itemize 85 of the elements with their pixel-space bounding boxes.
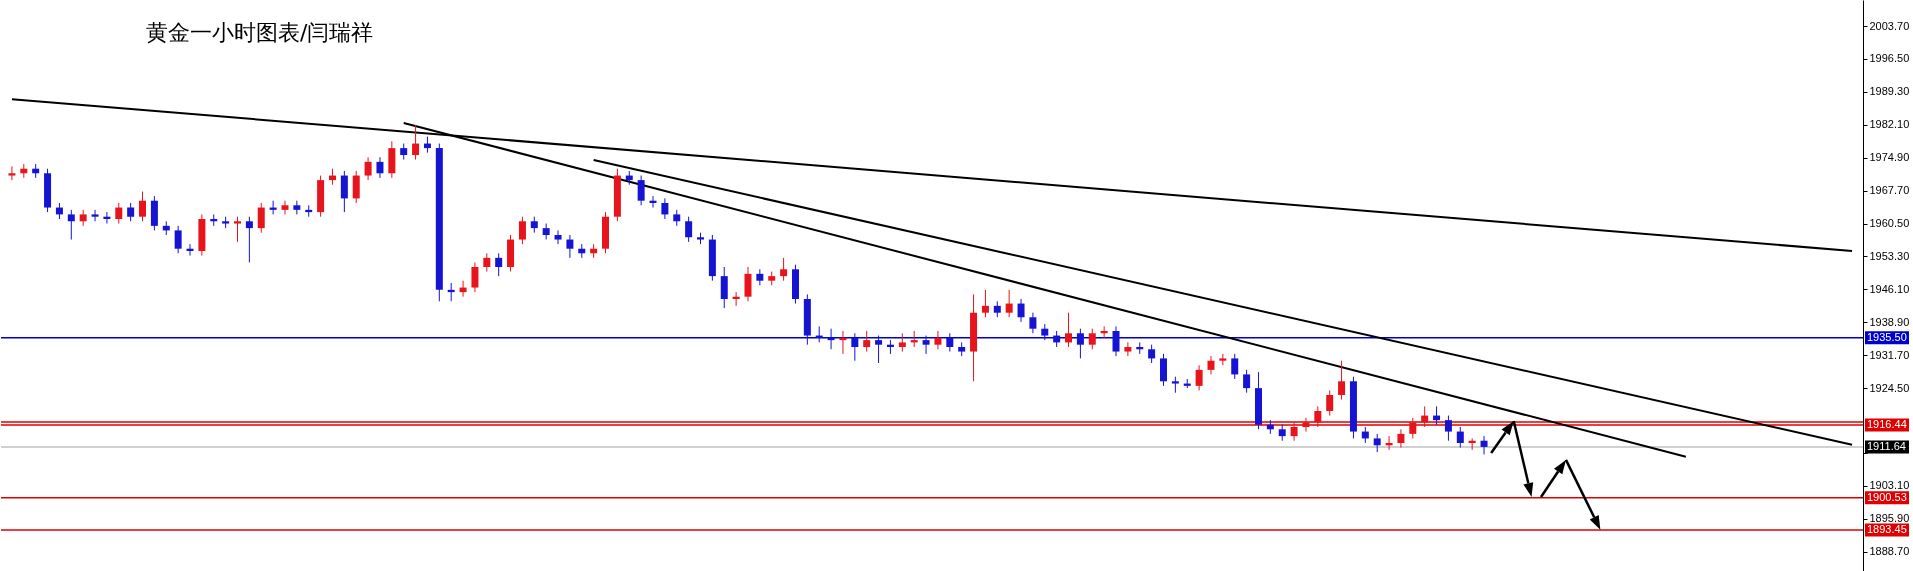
candlestick	[139, 191, 147, 222]
candlestick	[1444, 415, 1452, 442]
text: 黄金一小时图表/闫瑞祥	[146, 20, 374, 45]
candlestick	[1076, 328, 1084, 359]
y-tick-label: 1946.10	[1869, 282, 1910, 295]
candlestick	[471, 261, 479, 293]
y-tick-label: 2003.70	[1869, 19, 1910, 32]
ref-line-label: 1916.44	[1867, 417, 1907, 430]
candlestick	[1243, 369, 1251, 394]
y-tick-label: 1924.50	[1869, 381, 1910, 394]
y-tick-label: 1953.30	[1869, 249, 1910, 262]
candlestick	[352, 170, 360, 204]
candlestick	[934, 330, 942, 350]
candlestick	[91, 209, 99, 222]
candlestick	[685, 216, 693, 243]
candlestick	[1409, 417, 1417, 439]
candlestick	[281, 200, 289, 215]
candlestick	[1231, 353, 1239, 380]
y-tick-label: 1931.70	[1869, 348, 1910, 361]
candlestick	[1480, 435, 1488, 455]
candlestick	[127, 202, 135, 222]
y-tick-label: 1982.10	[1869, 118, 1910, 131]
candlestick	[661, 197, 669, 220]
candlestick	[1219, 353, 1227, 366]
candlestick	[8, 165, 16, 181]
ref-line-label: 1900.53	[1867, 490, 1907, 503]
candlestick	[1290, 421, 1298, 442]
candlestick	[174, 225, 182, 254]
candlestick	[946, 332, 954, 353]
candlestick	[1005, 289, 1013, 318]
candlestick	[257, 202, 265, 234]
candlestick	[518, 216, 526, 245]
ref-line-label: 1935.50	[1867, 330, 1907, 343]
y-tick-label: 1895.90	[1869, 512, 1910, 525]
candlestick	[245, 216, 253, 263]
candlestick	[115, 202, 123, 225]
candlestick	[495, 252, 503, 277]
candlestick	[875, 335, 883, 364]
candlestick	[756, 268, 764, 286]
candlestick	[981, 289, 989, 318]
candlestick	[1160, 353, 1167, 387]
candlestick	[340, 170, 348, 213]
candlestick	[1017, 298, 1025, 323]
candlestick	[364, 156, 372, 181]
candlestick	[1112, 325, 1120, 357]
y-tick-label: 1960.50	[1869, 217, 1910, 230]
candlestick	[1088, 328, 1096, 350]
candlestick	[720, 266, 728, 309]
ref-line-label: 1893.45	[1867, 523, 1907, 536]
y-tick-label: 1888.70	[1869, 545, 1910, 558]
candlestick	[898, 332, 906, 353]
candlestick	[554, 229, 562, 245]
ref-line-label: 1911.64	[1867, 439, 1906, 452]
candlestick	[293, 200, 301, 215]
candlestick	[566, 234, 574, 259]
candlestick	[1195, 364, 1203, 391]
candlestick	[851, 332, 859, 362]
candlestick	[412, 124, 420, 161]
candlestick	[1456, 426, 1464, 449]
y-tick-label: 1989.30	[1869, 85, 1910, 98]
y-tick-label: 1974.90	[1869, 151, 1910, 164]
candlestick	[483, 252, 491, 273]
candlestick	[1326, 389, 1334, 417]
candlestick	[1065, 312, 1073, 348]
candlestick	[1338, 360, 1346, 401]
y-tick-label: 1903.10	[1869, 479, 1910, 492]
y-tick-label: 1996.50	[1869, 52, 1910, 65]
candlestick	[376, 156, 384, 179]
candlestick	[234, 216, 241, 243]
candlestick	[1373, 433, 1381, 453]
candlestick	[744, 266, 752, 302]
candlestick	[67, 209, 75, 241]
candlestick	[1302, 417, 1310, 433]
candlestick	[922, 335, 930, 355]
candlestick	[780, 257, 788, 282]
candlestick	[1314, 405, 1322, 428]
y-tick-label: 1938.90	[1869, 315, 1910, 328]
candlestick	[1397, 428, 1405, 449]
candlestick	[1148, 344, 1156, 364]
candlestick	[1207, 355, 1215, 375]
candlestick	[1124, 341, 1132, 357]
candlestick	[637, 175, 645, 206]
candlestick	[863, 330, 871, 353]
y-tick-label: 1967.70	[1869, 184, 1910, 197]
candlestick	[1029, 312, 1037, 334]
